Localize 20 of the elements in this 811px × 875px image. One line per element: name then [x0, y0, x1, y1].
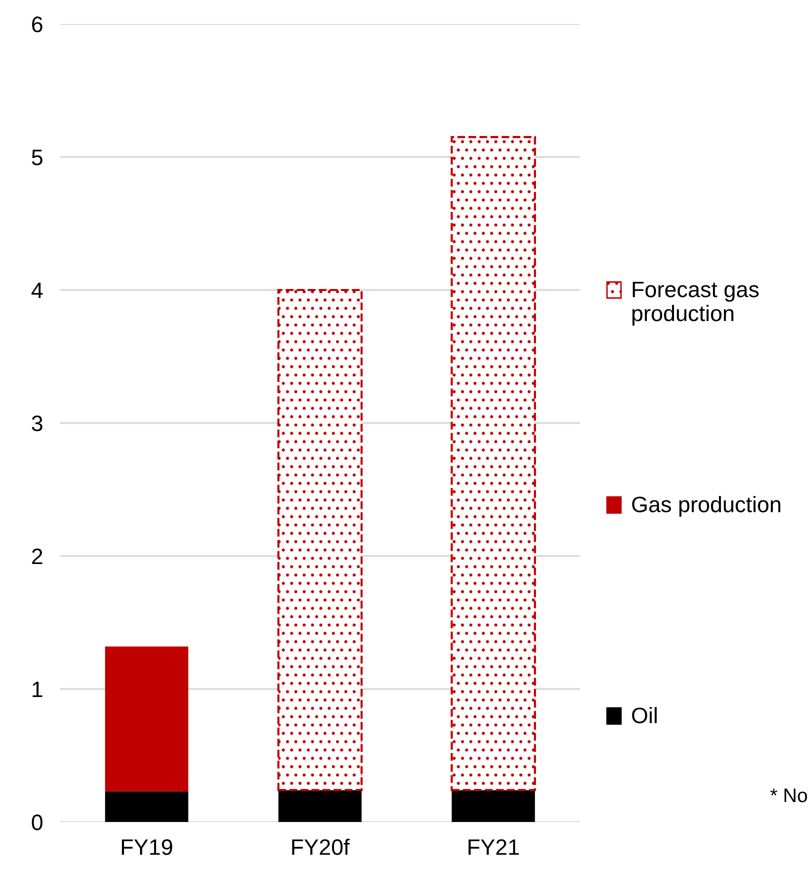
text: * No	[770, 788, 808, 802]
y-tick-label: 6	[32, 16, 42, 32]
bar	[278, 790, 362, 822]
legend-label: Forecast gas production	[632, 282, 759, 326]
x-tick-label: FY21	[468, 839, 519, 855]
y-tick-label: 1	[32, 682, 42, 698]
y-tick-label: 2	[32, 548, 42, 564]
bar	[105, 646, 188, 792]
legend-label: Gas production	[632, 496, 780, 517]
y-tick-label: 5	[32, 150, 42, 166]
x-tick-label: FY19	[122, 839, 172, 855]
y-tick-label: 0	[32, 814, 42, 830]
legend-label: Oil	[632, 707, 657, 724]
bar	[450, 136, 536, 792]
x-tick-label: FY20f	[292, 838, 350, 855]
bar	[105, 791, 188, 822]
bar	[452, 790, 535, 822]
y-tick-label: 3	[32, 416, 42, 432]
bar	[277, 288, 363, 792]
y-tick-label: 4	[31, 282, 43, 298]
